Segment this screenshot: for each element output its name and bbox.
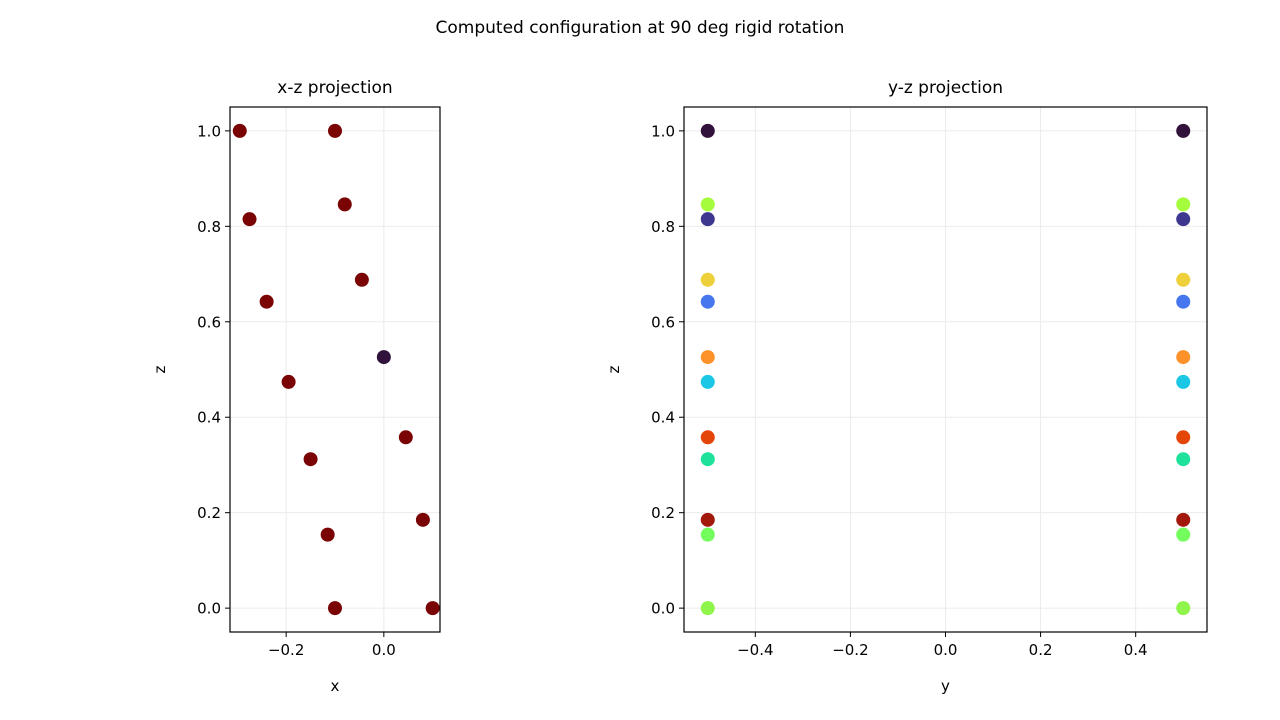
yz-y-tick-label: 0.6 [651, 313, 675, 331]
xz-data-point [337, 197, 352, 212]
xz-y-tick-label: 0.6 [197, 313, 221, 331]
yz-data-point [1176, 350, 1191, 365]
xz-y-tick-label: 0.8 [197, 218, 221, 236]
yz-x-tick-label: 0.2 [1029, 641, 1053, 659]
xz-data-point [425, 601, 440, 616]
yz-data-point [1176, 512, 1191, 527]
yz-data-point [1176, 197, 1191, 212]
yz-data-point [1176, 272, 1191, 287]
yz-data-point [700, 294, 715, 309]
xz-data-point [328, 123, 342, 138]
xz-axes-frame [229, 106, 441, 633]
xz-data-point [328, 601, 342, 616]
xz-x-tick-label: −0.2 [268, 641, 304, 659]
yz-data-point [1176, 452, 1191, 467]
xz-y-tick-label: 0.0 [197, 600, 221, 618]
yz-y-tick-label: 0.0 [651, 600, 675, 618]
yz-data-point [1176, 294, 1191, 309]
xz-y-tick-label: 1.0 [197, 122, 221, 140]
yz-data-point [700, 350, 715, 365]
xz-data-point [281, 374, 296, 389]
yz-data-point [1176, 527, 1191, 542]
xz-data-point [232, 123, 247, 138]
yz-y-tick-label: 0.2 [651, 504, 675, 522]
xz-projection-panel: −0.2 0.0 0.0 0.2 0.4 0.6 0.8 1.0 x-z projection x… [151, 78, 441, 695]
yz-data-point [1176, 430, 1191, 445]
xz-data-point [376, 350, 391, 365]
yz-data-point [700, 527, 715, 542]
xz-data-point [320, 527, 335, 542]
xz-y-tick-label: 0.2 [197, 504, 221, 522]
yz-data-point [700, 123, 715, 138]
yz-x-tick-label: 0.4 [1124, 641, 1148, 659]
xz-y-tick-label: 0.4 [197, 409, 221, 427]
yz-y-tick-label: 1.0 [651, 122, 675, 140]
yz-data-point [700, 601, 715, 616]
yz-data-point [700, 430, 715, 445]
xz-data-point [354, 272, 369, 287]
yz-data-point [700, 272, 715, 287]
xz-data-point [259, 294, 274, 309]
xz-y-axis-label: z [151, 365, 169, 373]
xz-x-tick-label: 0.0 [372, 641, 396, 659]
figure-title: Computed configuration at 90 deg rigid r… [436, 18, 845, 38]
xz-data-point [415, 512, 430, 527]
xz-data-point [303, 452, 318, 467]
xz-data-point [398, 430, 413, 445]
yz-panel-title: y-z projection [888, 78, 1003, 98]
yz-data-point [700, 452, 715, 467]
yz-data-point [1176, 123, 1191, 138]
yz-data-point [1176, 601, 1191, 616]
yz-data-point [700, 212, 715, 227]
yz-projection-panel: −0.4 −0.2 0.0 0.2 0.4 0.0 0.2 0.4 0.6 0.8 1.0 y-z p… [605, 78, 1208, 695]
yz-data-point [1176, 212, 1191, 227]
yz-y-axis-label: z [605, 365, 623, 373]
yz-x-tick-label: 0.0 [934, 641, 958, 659]
yz-data-point [700, 374, 715, 389]
yz-data-point [700, 512, 715, 527]
yz-data-point [700, 197, 715, 212]
xz-data-point [242, 212, 257, 227]
yz-x-axis-label: y [941, 677, 950, 695]
yz-y-tick-label: 0.8 [651, 218, 675, 236]
yz-x-tick-label: −0.4 [737, 641, 773, 659]
yz-y-tick-label: 0.4 [651, 409, 675, 427]
yz-x-tick-label: −0.2 [832, 641, 868, 659]
xz-panel-title: x-z projection [277, 78, 392, 98]
xz-x-axis-label: x [331, 677, 340, 695]
yz-data-point [1176, 374, 1191, 389]
